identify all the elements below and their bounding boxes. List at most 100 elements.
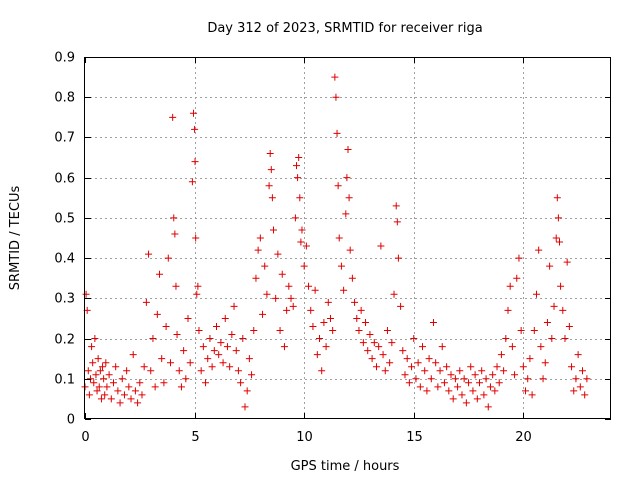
y-tick-label: 0.5 [54,212,75,227]
data-point [343,174,351,182]
data-point [91,335,99,343]
data-point [97,395,105,403]
data-point [287,294,295,302]
data-point [199,343,207,351]
data-point [291,214,299,222]
y-axis-label: SRMTID / TECUs [8,186,23,291]
data-point [189,109,197,117]
data-point [469,387,477,395]
data-point [197,367,205,375]
data-point [368,355,376,363]
data-point [221,314,229,322]
data-point [153,310,161,318]
data-point [502,335,510,343]
data-point [333,129,341,137]
data-point [429,318,437,326]
data-point [331,73,339,81]
data-point [142,298,150,306]
data-point [316,335,324,343]
data-point [546,262,554,270]
data-point [259,310,267,318]
data-point [101,391,109,399]
data-point [85,391,93,399]
data-point [226,363,234,371]
data-point [269,226,277,234]
y-tick-label: 0.8 [54,91,75,106]
data-point [579,367,587,375]
data-point [513,274,521,282]
data-point [423,387,431,395]
data-point [386,359,394,367]
data-point [342,210,350,218]
data-point [206,335,214,343]
data-point [305,282,313,290]
data-point [82,290,90,298]
chart-title: Day 312 of 2023, SRMTID for receiver rig… [207,21,482,36]
data-point [88,343,96,351]
data-point [164,254,172,262]
data-point [149,335,157,343]
data-point [370,339,378,347]
data-point [322,343,330,351]
data-point [166,359,174,367]
data-point [230,302,238,310]
x-tick-label: 10 [296,430,313,445]
data-point [131,387,139,395]
data-point [285,282,293,290]
data-point [252,274,260,282]
data-point [188,178,196,186]
data-point [476,379,483,387]
y-tick-label: 0.3 [54,292,75,307]
data-point [309,322,317,330]
data-point [280,343,288,351]
data-point [151,383,159,391]
data-point [366,331,374,339]
data-point [114,387,122,395]
data-point [432,359,440,367]
data-point [204,355,212,363]
data-point [375,343,383,351]
data-point [276,327,284,335]
x-tick-label: 5 [191,430,199,445]
y-tick-label: 0.4 [54,252,75,267]
y-tick-label: 0.2 [54,333,75,348]
data-point [266,150,274,158]
data-point [462,399,470,407]
data-point [408,363,416,371]
data-point [294,174,302,182]
data-point [515,254,523,262]
data-point [390,290,398,298]
data-point [105,371,113,379]
data-point [208,363,216,371]
x-tick-label: 20 [515,430,532,445]
data-point [172,282,180,290]
data-point [379,351,387,359]
data-point [351,298,359,306]
data-point [541,359,549,367]
data-point [359,339,367,347]
data-point [493,363,501,371]
data-point [344,146,352,154]
data-point [234,367,242,375]
y-tick-label: 0.9 [54,51,75,66]
data-point [248,371,256,379]
data-point [438,343,446,351]
data-point [298,226,306,234]
data-point [500,367,508,375]
data-point [182,375,190,383]
data-point [372,363,380,371]
data-point [526,355,534,363]
grid [85,57,611,419]
data-point [548,335,556,343]
data-point [295,154,303,162]
data-point [345,194,353,202]
data-point [511,371,519,379]
data-point [175,367,183,375]
data-point [535,246,543,254]
data-point [480,391,488,399]
data-point [202,379,210,387]
data-point [268,194,276,202]
data-point [555,238,563,246]
data-point [320,318,328,326]
data-point [86,375,94,383]
